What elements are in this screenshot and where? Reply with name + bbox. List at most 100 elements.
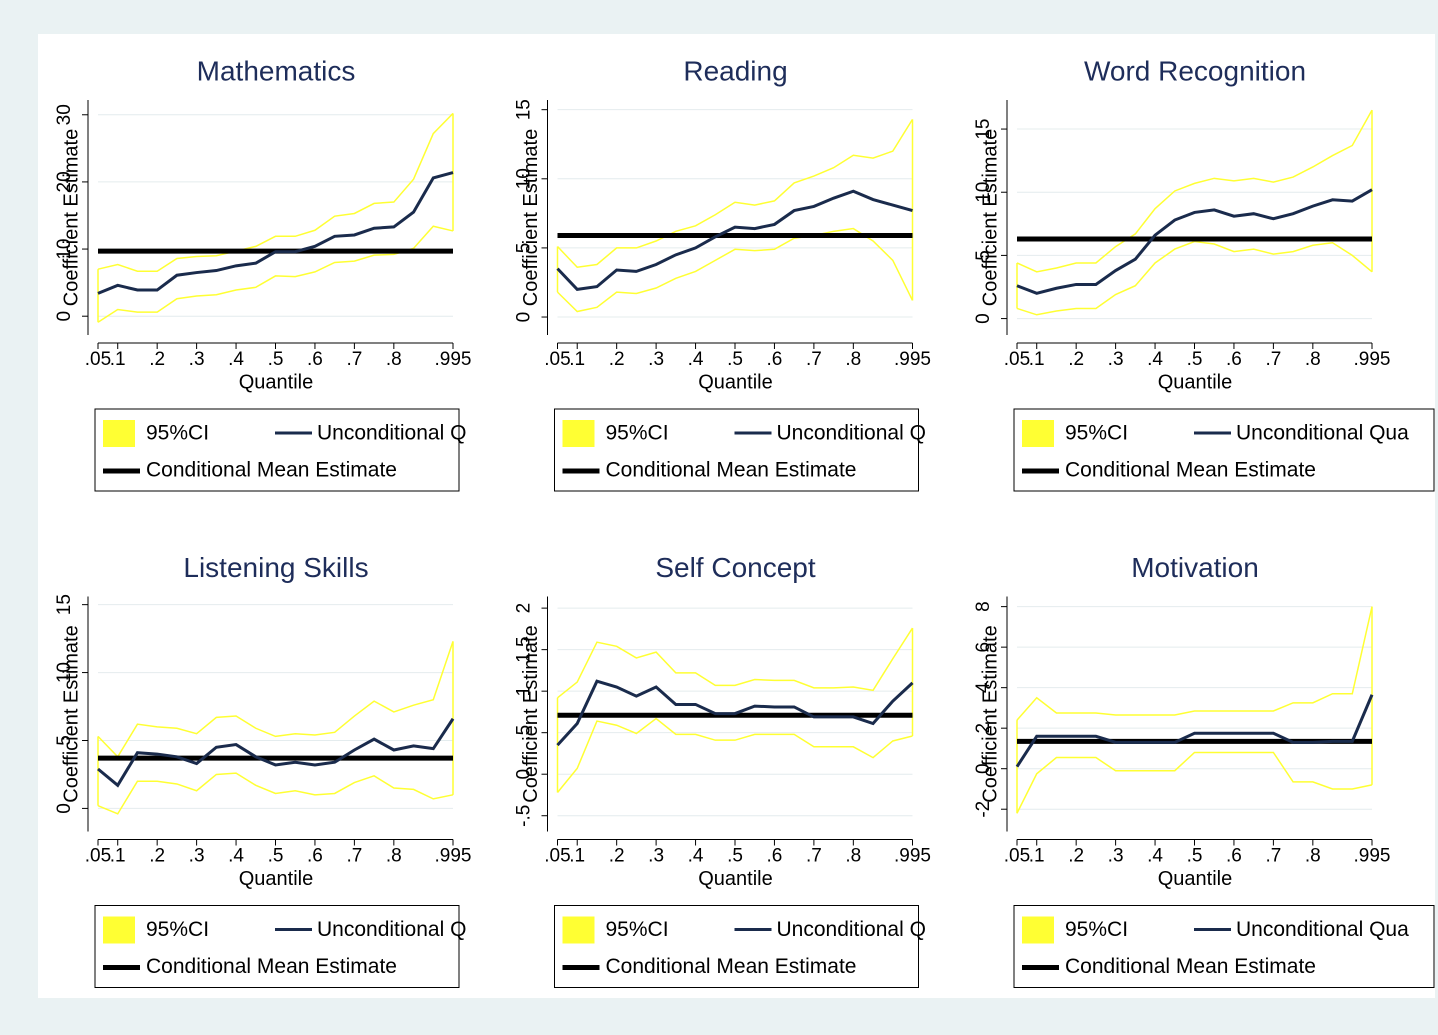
- x-tick-label: .4: [228, 349, 244, 370]
- x-tick-label: .1: [1029, 349, 1045, 370]
- x-axis-title: Quantile: [698, 371, 773, 393]
- x-tick-label: .5: [727, 349, 743, 370]
- legend-label: 95%CI: [606, 918, 669, 941]
- x-tick-label: .8: [1305, 349, 1321, 370]
- x-tick-label: .995: [435, 349, 472, 370]
- x-tick-label: .5: [1187, 349, 1203, 370]
- x-axis-title: Quantile: [1158, 868, 1233, 890]
- y-tick-label: 0: [973, 313, 994, 324]
- unconditional-line: [97, 717, 455, 788]
- legend-swatch: [103, 420, 135, 447]
- y-tick-label: 1.5: [514, 636, 535, 662]
- x-tick-label: .5: [268, 846, 284, 867]
- legend-label: Unconditional Qua: [1236, 918, 1409, 941]
- ci-lower: [1016, 751, 1373, 814]
- x-tick-label: .6: [1226, 349, 1242, 370]
- y-tick-label: 0: [514, 769, 535, 780]
- legend-box: [554, 408, 919, 492]
- ci-lower: [1016, 240, 1373, 316]
- x-tick-label: .05: [85, 846, 111, 867]
- legend-swatch: [562, 916, 595, 944]
- legend-label: Unconditional Qua: [1236, 422, 1409, 445]
- y-tick-label: -.5: [514, 805, 535, 827]
- y-tick-label: 30: [54, 104, 75, 125]
- x-tick-label: .6: [767, 846, 783, 867]
- x-tick-label: .1: [1029, 846, 1045, 867]
- x-tick-label: .995: [435, 846, 472, 867]
- ci-lower: [556, 227, 914, 313]
- legend-box: [94, 905, 460, 988]
- x-tick-label: .3: [648, 349, 664, 370]
- x-tick-label: .4: [1147, 846, 1163, 867]
- ci-upper: [97, 112, 454, 272]
- x-tick-label: .8: [845, 349, 861, 370]
- x-tick-label: .8: [1305, 846, 1321, 867]
- x-tick-label: .1: [569, 349, 585, 370]
- y-tick-label: 5: [973, 250, 994, 261]
- y-tick-label: 20: [54, 171, 75, 192]
- x-tick-label: .5: [268, 349, 284, 370]
- x-tick-label: .7: [1265, 846, 1281, 867]
- y-tick-label: 10: [973, 182, 994, 203]
- y-tick-label: 15: [514, 99, 535, 120]
- panel-title: Mathematics: [197, 55, 356, 86]
- y-tick-label: 0: [54, 311, 75, 322]
- y-axis-title: Coefficient Estimate: [520, 129, 542, 307]
- panel-title: Word Recognition: [1084, 55, 1306, 86]
- x-tick-label: .05: [85, 349, 111, 370]
- x-tick-label: .05: [1004, 349, 1030, 370]
- legend-label: Conditional Mean Estimate: [606, 955, 857, 978]
- x-tick-label: .2: [609, 846, 625, 867]
- unconditional-line: [556, 679, 914, 747]
- x-tick-label: .4: [688, 349, 704, 370]
- ci-upper: [97, 641, 454, 759]
- legend-label: Unconditional Q: [777, 918, 926, 941]
- legend-box: [1013, 905, 1435, 988]
- panel-title: Motivation: [1131, 552, 1259, 583]
- y-tick-label: .5: [514, 725, 535, 741]
- legend-label: Conditional Mean Estimate: [1065, 459, 1316, 482]
- panel-title: Listening Skills: [183, 552, 368, 583]
- x-tick-label: .3: [1108, 846, 1124, 867]
- legend-label: Conditional Mean Estimate: [146, 459, 397, 482]
- x-tick-label: .7: [806, 846, 822, 867]
- y-tick-label: 6: [973, 642, 994, 653]
- y-tick-label: 5: [514, 243, 535, 254]
- ci-upper: [556, 118, 914, 269]
- ci-lower: [556, 717, 913, 793]
- legend-label: 95%CI: [146, 422, 209, 445]
- x-tick-label: .2: [1068, 349, 1084, 370]
- y-tick-label: 15: [973, 118, 994, 139]
- legend-label: 95%CI: [606, 422, 669, 445]
- y-tick-label: 0: [54, 803, 75, 814]
- legend-box: [94, 408, 460, 492]
- x-tick-label: .7: [346, 349, 362, 370]
- x-tick-label: .995: [1354, 349, 1391, 370]
- y-axis-title: Coefficient Estimate: [60, 625, 82, 803]
- x-tick-label: .5: [727, 846, 743, 867]
- x-tick-label: .2: [149, 846, 165, 867]
- x-axis-title: Quantile: [698, 868, 773, 890]
- ci-lower: [97, 225, 454, 323]
- legend-label: 95%CI: [1065, 918, 1128, 941]
- x-axis-title: Quantile: [1158, 371, 1233, 393]
- y-tick-label: 5: [54, 735, 75, 746]
- x-tick-label: .1: [110, 846, 126, 867]
- unconditional-line: [97, 171, 454, 295]
- x-tick-label: .3: [648, 846, 664, 867]
- ci-upper: [1016, 109, 1373, 273]
- y-tick-label: 10: [514, 168, 535, 189]
- legend-label: 95%CI: [146, 918, 209, 941]
- x-tick-label: .1: [110, 349, 126, 370]
- y-axis-title: Coefficient Estimate: [979, 129, 1001, 307]
- x-axis-title: Quantile: [239, 868, 314, 890]
- x-tick-label: .8: [386, 846, 402, 867]
- y-tick-label: 0: [514, 312, 535, 323]
- y-tick-label: 4: [973, 682, 994, 693]
- x-tick-label: .05: [544, 846, 570, 867]
- y-tick-label: 8: [973, 601, 994, 612]
- x-tick-label: .995: [1354, 846, 1391, 867]
- legend-swatch: [1022, 916, 1054, 944]
- x-tick-label: .2: [1068, 846, 1084, 867]
- legend-label: Conditional Mean Estimate: [146, 955, 397, 978]
